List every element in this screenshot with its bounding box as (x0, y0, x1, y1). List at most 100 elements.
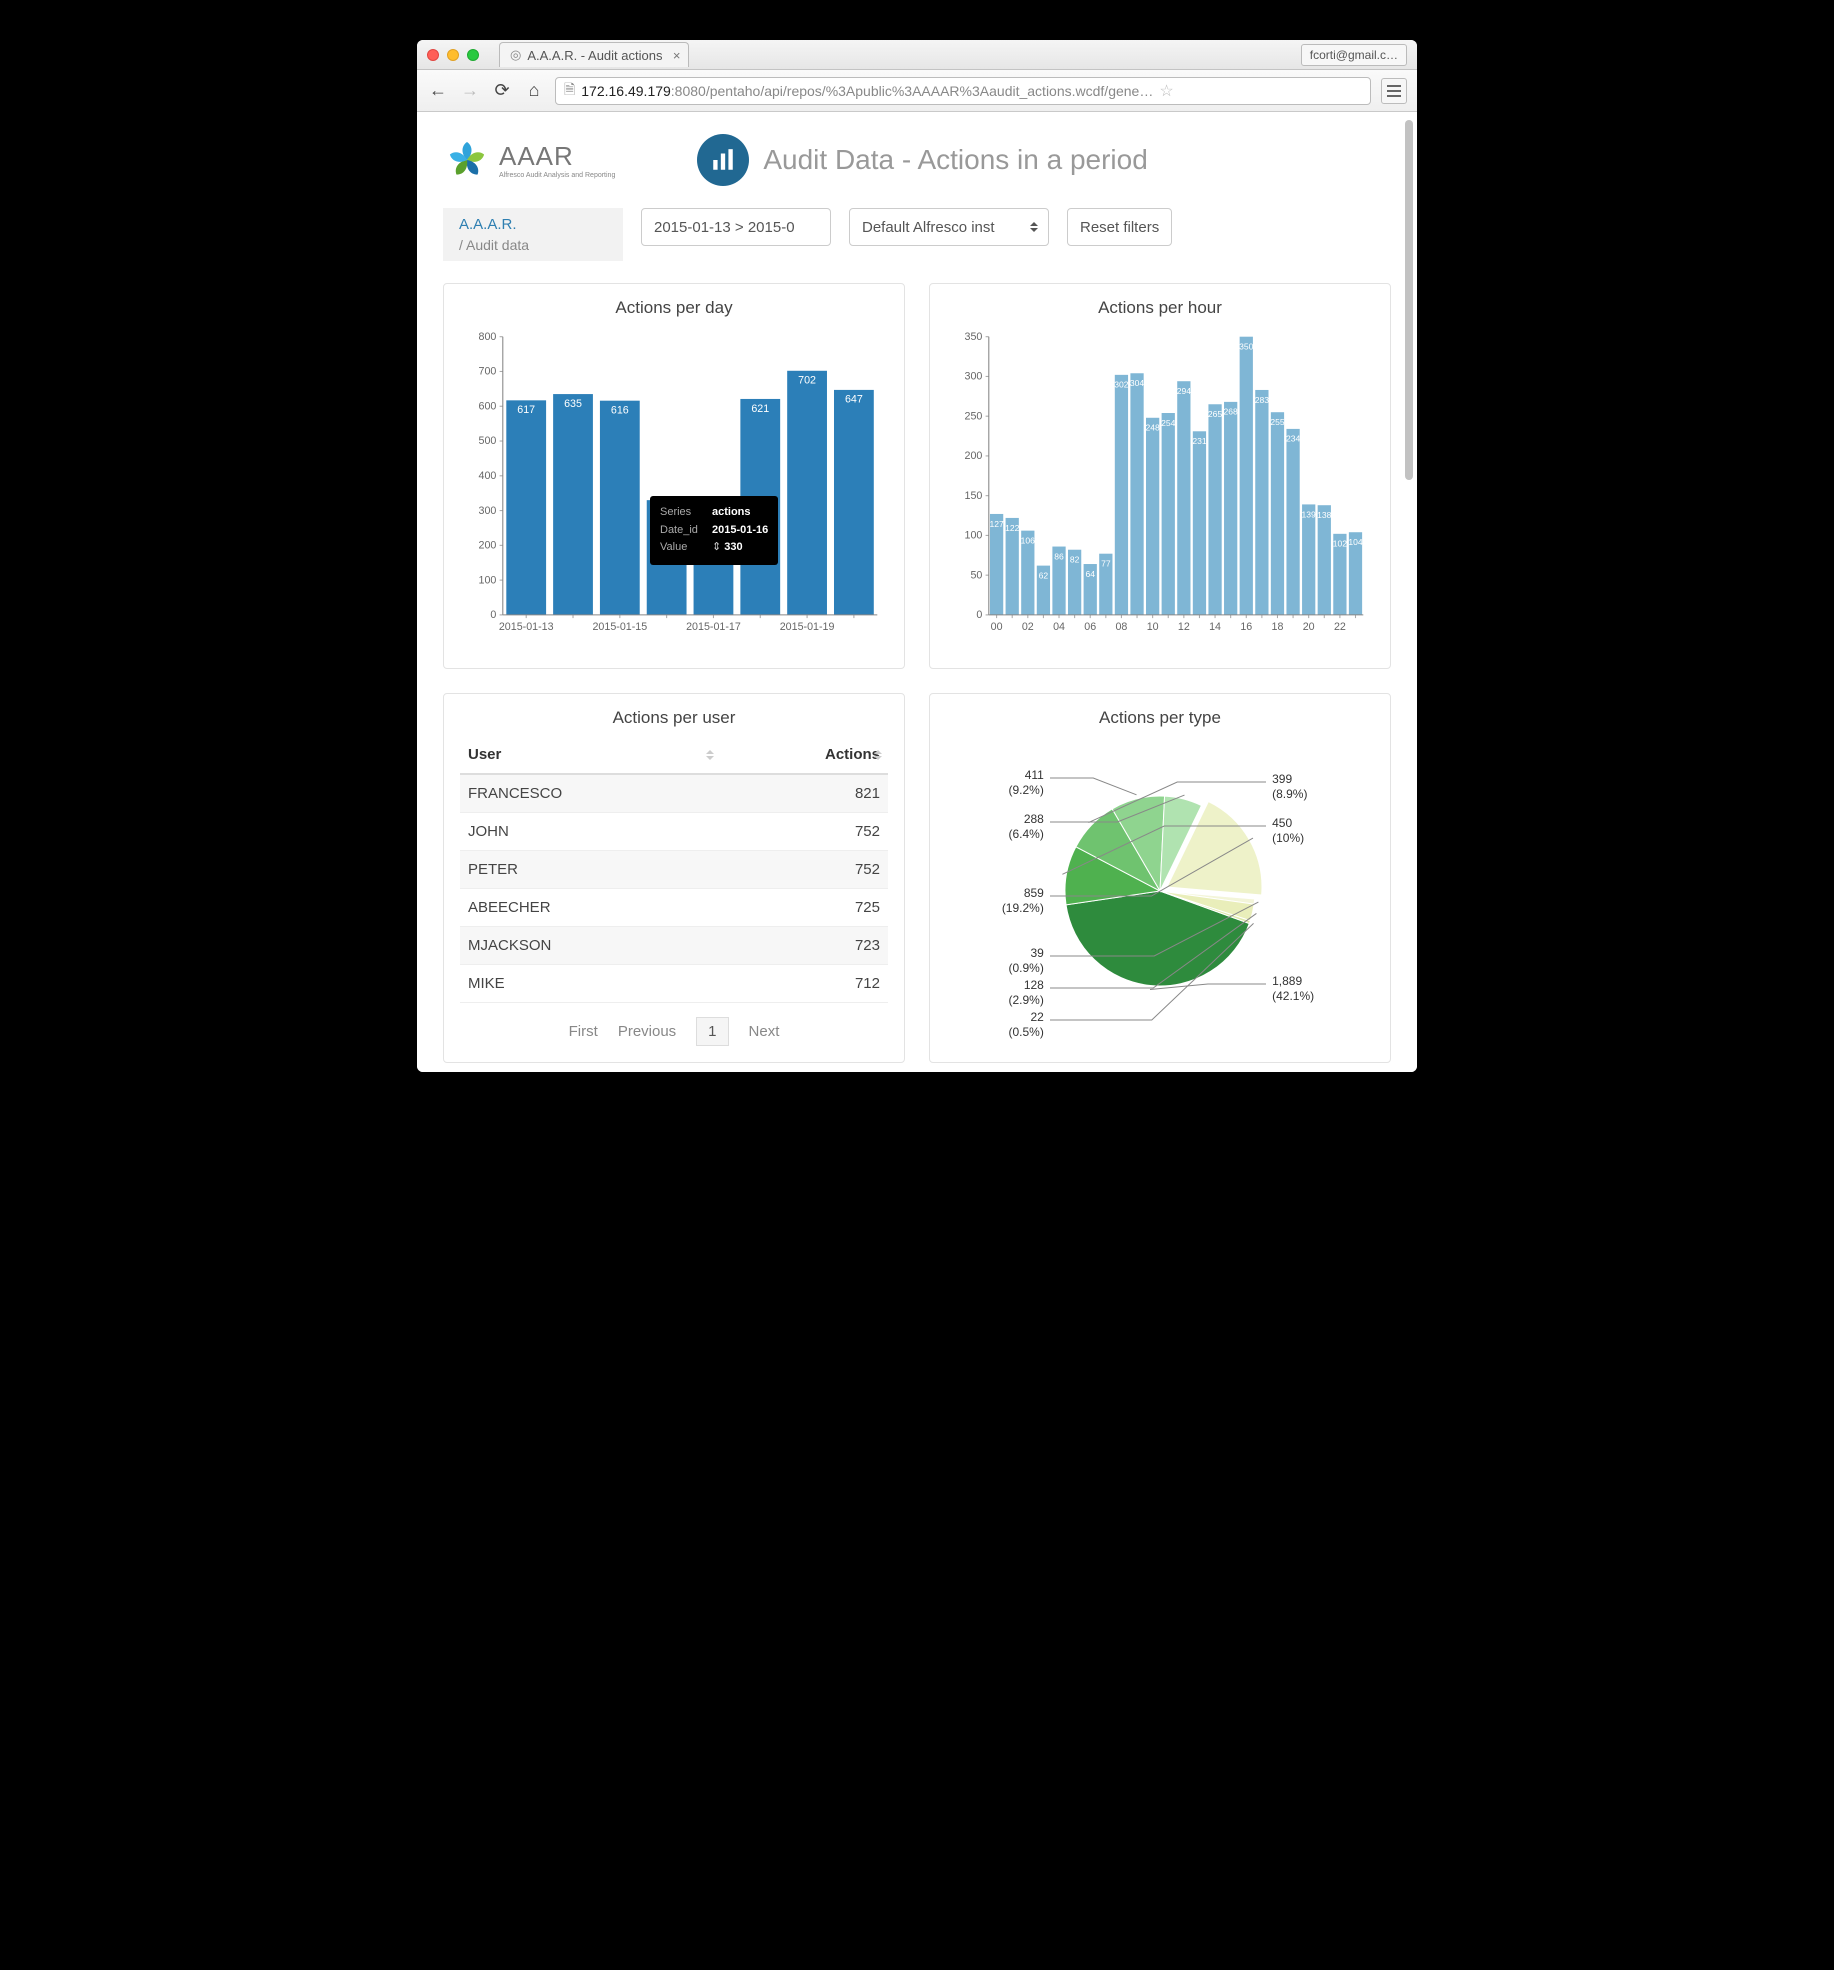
svg-text:138: 138 (1317, 510, 1332, 520)
svg-text:702: 702 (798, 375, 816, 387)
pie-label: 450(10%) (1272, 816, 1304, 846)
cell-actions: 725 (720, 889, 888, 927)
pager-prev-button[interactable]: Previous (618, 1023, 676, 1040)
page-title: Audit Data - Actions in a period (763, 144, 1147, 176)
svg-text:0: 0 (976, 609, 982, 621)
table-pager: First Previous 1 Next (460, 1017, 888, 1046)
pie-label: 1,889(42.1%) (1272, 974, 1314, 1004)
svg-text:800: 800 (479, 331, 497, 343)
page-title-group: Audit Data - Actions in a period (697, 134, 1147, 186)
svg-text:302: 302 (1114, 380, 1129, 390)
svg-text:304: 304 (1130, 378, 1145, 388)
actions-per-user-panel: Actions per user User Actions FRANCESCO8… (443, 693, 905, 1063)
svg-text:200: 200 (479, 540, 497, 552)
svg-text:102: 102 (1333, 539, 1348, 549)
actions-per-type-panel: Actions per type 1,889(42.1%) 450(10%) 399… (929, 693, 1391, 1063)
window-titlebar: ◎ A.A.A.R. - Audit actions × fcorti@gmai… (417, 40, 1417, 70)
panel-title: Actions per hour (946, 298, 1374, 318)
actions-per-hour-chart: 0501001502002503003501271221066286826477… (946, 326, 1374, 652)
profile-button[interactable]: fcorti@gmail.c… (1301, 44, 1407, 66)
svg-text:600: 600 (479, 400, 497, 412)
minimize-window-button[interactable] (447, 49, 459, 61)
users-table: User Actions FRANCESCO821JOHN752PETER752… (460, 736, 888, 1003)
date-range-value: 2015-01-13 > 2015-0 (654, 219, 795, 236)
svg-text:77: 77 (1101, 559, 1111, 569)
actions-per-hour-panel: Actions per hour 05010015020025030035012… (929, 283, 1391, 669)
pager-current-page[interactable]: 1 (696, 1017, 728, 1046)
nav-back-button[interactable]: ← (427, 80, 449, 101)
svg-text:2015-01-15: 2015-01-15 (592, 621, 647, 633)
url-host: 172.16.49.179 (581, 83, 671, 99)
svg-text:02: 02 (1022, 621, 1034, 633)
table-row[interactable]: MJACKSON723 (460, 927, 888, 965)
svg-text:100: 100 (965, 530, 983, 542)
logo-subtext: Alfresco Audit Analysis and Reporting (499, 172, 615, 179)
svg-text:22: 22 (1334, 621, 1346, 633)
svg-text:294: 294 (1177, 386, 1192, 396)
nav-forward-button[interactable]: → (459, 80, 481, 101)
svg-text:150: 150 (965, 490, 983, 502)
actions-per-day-chart: 0100200300400500600700800617635616330317… (460, 326, 888, 652)
cell-user: PETER (460, 851, 720, 889)
traffic-lights (427, 49, 479, 61)
table-row[interactable]: PETER752 (460, 851, 888, 889)
svg-text:18: 18 (1272, 621, 1284, 633)
menu-button[interactable] (1381, 78, 1407, 104)
instance-select[interactable]: Default Alfresco inst (849, 208, 1049, 246)
svg-text:647: 647 (845, 394, 863, 406)
table-row[interactable]: JOHN752 (460, 813, 888, 851)
chart-svg: 0100200300400500600700800617635616330317… (460, 326, 888, 647)
tab-close-icon[interactable]: × (673, 48, 681, 63)
pie-label: 128(2.9%) (1009, 978, 1044, 1008)
pager-first-button[interactable]: First (569, 1023, 598, 1040)
svg-text:400: 400 (479, 470, 497, 482)
table-row[interactable]: MIKE712 (460, 965, 888, 1003)
instance-value: Default Alfresco inst (862, 219, 995, 236)
svg-text:64: 64 (1085, 569, 1095, 579)
svg-text:300: 300 (965, 371, 983, 383)
close-window-button[interactable] (427, 49, 439, 61)
svg-text:16: 16 (1240, 621, 1252, 633)
col-user[interactable]: User (460, 736, 720, 774)
reload-button[interactable]: ⟳ (491, 80, 513, 101)
maximize-window-button[interactable] (467, 49, 479, 61)
cell-user: ABEECHER (460, 889, 720, 927)
svg-text:106: 106 (1021, 535, 1036, 545)
pie-label: 399(8.9%) (1272, 772, 1307, 802)
date-range-input[interactable]: 2015-01-13 > 2015-0 (641, 208, 831, 246)
breadcrumb-root[interactable]: A.A.A.R. (459, 216, 607, 233)
svg-text:255: 255 (1270, 417, 1285, 427)
svg-text:20: 20 (1303, 621, 1315, 633)
pie-label: 288(6.4%) (1009, 812, 1044, 842)
svg-text:2015-01-19: 2015-01-19 (780, 621, 835, 633)
panel-title: Actions per type (946, 708, 1374, 728)
breadcrumb-current: / Audit data (459, 237, 607, 253)
scrollbar[interactable] (1405, 120, 1413, 480)
table-row[interactable]: FRANCESCO821 (460, 774, 888, 813)
svg-text:12: 12 (1178, 621, 1190, 633)
browser-window: ◎ A.A.A.R. - Audit actions × fcorti@gmai… (417, 40, 1417, 1072)
svg-text:10: 10 (1147, 621, 1159, 633)
svg-text:100: 100 (479, 574, 497, 586)
url-path: :8080/pentaho/api/repos/%3Apublic%3AAAAR… (671, 83, 1154, 99)
col-actions[interactable]: Actions (720, 736, 888, 774)
reset-filters-button[interactable]: Reset filters (1067, 208, 1172, 246)
svg-text:08: 08 (1115, 621, 1127, 633)
home-button[interactable]: ⌂ (523, 80, 545, 101)
panel-title: Actions per user (460, 708, 888, 728)
pie-label: 411(9.2%) (1009, 768, 1044, 798)
svg-text:617: 617 (517, 404, 535, 416)
profile-label: fcorti@gmail.c… (1310, 48, 1398, 62)
table-row[interactable]: ABEECHER725 (460, 889, 888, 927)
svg-text:350: 350 (1239, 342, 1254, 352)
address-bar[interactable]: 🗎 172.16.49.179:8080/pentaho/api/repos/%… (555, 77, 1371, 105)
breadcrumb: A.A.A.R. / Audit data (443, 208, 623, 261)
browser-tab[interactable]: ◎ A.A.A.R. - Audit actions × (499, 42, 689, 67)
cell-actions: 723 (720, 927, 888, 965)
cell-user: MIKE (460, 965, 720, 1003)
svg-text:265: 265 (1208, 409, 1223, 419)
bookmark-icon[interactable]: ☆ (1159, 81, 1173, 101)
pager-next-button[interactable]: Next (749, 1023, 780, 1040)
svg-text:139: 139 (1302, 509, 1317, 519)
svg-text:268: 268 (1224, 407, 1239, 417)
